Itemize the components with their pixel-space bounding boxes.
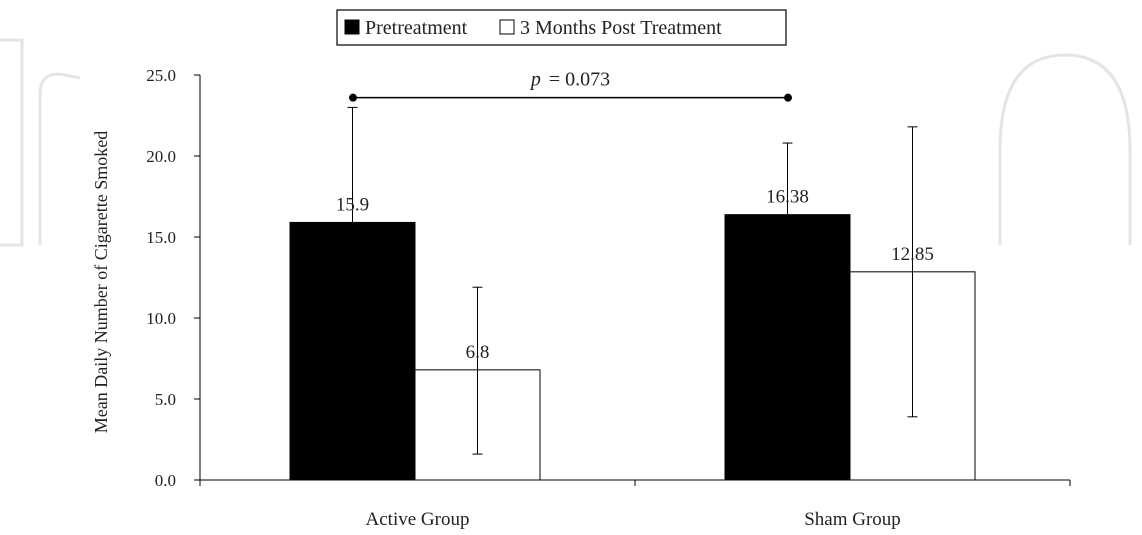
legend-swatch-pretreatment (344, 19, 360, 35)
p-value: = 0.073 (549, 69, 610, 91)
significance-annotation: p = 0.073 (349, 69, 792, 102)
category-label: Sham Group (804, 509, 901, 530)
p-value-label: p = 0.073 (529, 69, 610, 91)
value-labels: 15.9 6.8 16.38 12.85 (336, 187, 934, 363)
value-label: 15.9 (336, 194, 369, 215)
value-label: 12.85 (891, 244, 934, 265)
legend-label-pretreatment: Pretreatment (365, 17, 468, 39)
watermark-logo (0, 38, 1132, 247)
bar (289, 221, 416, 481)
legend-swatch-post-treatment (499, 19, 515, 35)
y-tick-label: 25.0 (146, 66, 176, 85)
y-tick-label: 5.0 (155, 390, 176, 409)
bars (289, 214, 976, 481)
error-bars (347, 106, 918, 455)
y-tick-label: 15.0 (146, 228, 176, 247)
y-axis-title: Mean Daily Number of Cigarette Smoked (91, 131, 111, 433)
value-label: 16.38 (766, 187, 809, 208)
y-tick-label: 10.0 (146, 309, 176, 328)
legend-box (336, 9, 787, 46)
legend-label-post-treatment: 3 Months Post Treatment (520, 17, 722, 39)
y-tick-label: 20.0 (146, 147, 176, 166)
value-label: 6.8 (466, 342, 490, 363)
significance-dot (784, 93, 792, 102)
significance-dot (349, 93, 357, 102)
y-axis-ticks: 0.0 5.0 10.0 15.0 20.0 25.0 (146, 66, 200, 490)
category-label: Active Group (366, 509, 470, 530)
bar (724, 214, 851, 481)
y-tick-label: 0.0 (155, 471, 176, 490)
p-symbol: p (529, 69, 541, 91)
legend: Pretreatment 3 Months Post Treatment (336, 9, 787, 46)
category-labels: Active Group Sham Group (366, 509, 901, 530)
